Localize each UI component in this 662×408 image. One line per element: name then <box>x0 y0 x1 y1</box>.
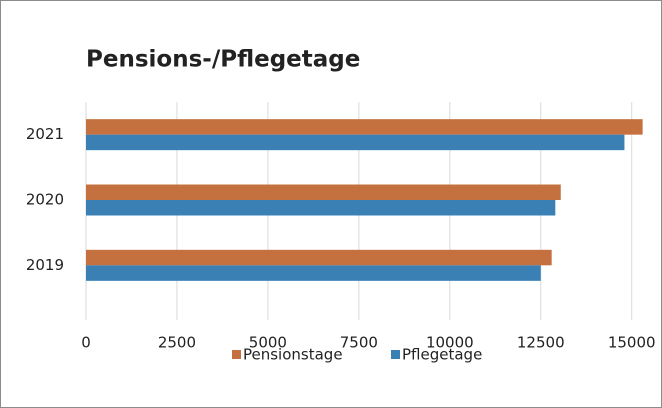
y-tick-label: 2020 <box>26 191 64 209</box>
y-tick-label: 2021 <box>26 125 64 143</box>
bar <box>86 134 625 151</box>
legend-swatch <box>391 350 400 359</box>
x-tick-label: 5000 <box>249 334 287 352</box>
bar <box>86 249 552 266</box>
chart-title: Pensions-/Pflegetage <box>86 47 360 73</box>
x-tick-label: 0 <box>81 334 91 352</box>
x-tick-label: 10000 <box>426 334 474 352</box>
x-tick-label: 15000 <box>608 334 656 352</box>
y-tick-label: 2019 <box>26 256 64 274</box>
bar <box>86 200 556 216</box>
bar <box>86 119 643 135</box>
x-tick-label: 12500 <box>517 334 565 352</box>
legend-label: Pflegetage <box>402 346 482 364</box>
legend-label: Pensionstage <box>243 346 343 364</box>
x-tick-label: 7500 <box>340 334 378 352</box>
legend-swatch <box>232 350 241 359</box>
bar <box>86 265 541 281</box>
bar <box>86 184 561 200</box>
x-tick-label: 2500 <box>158 334 196 352</box>
